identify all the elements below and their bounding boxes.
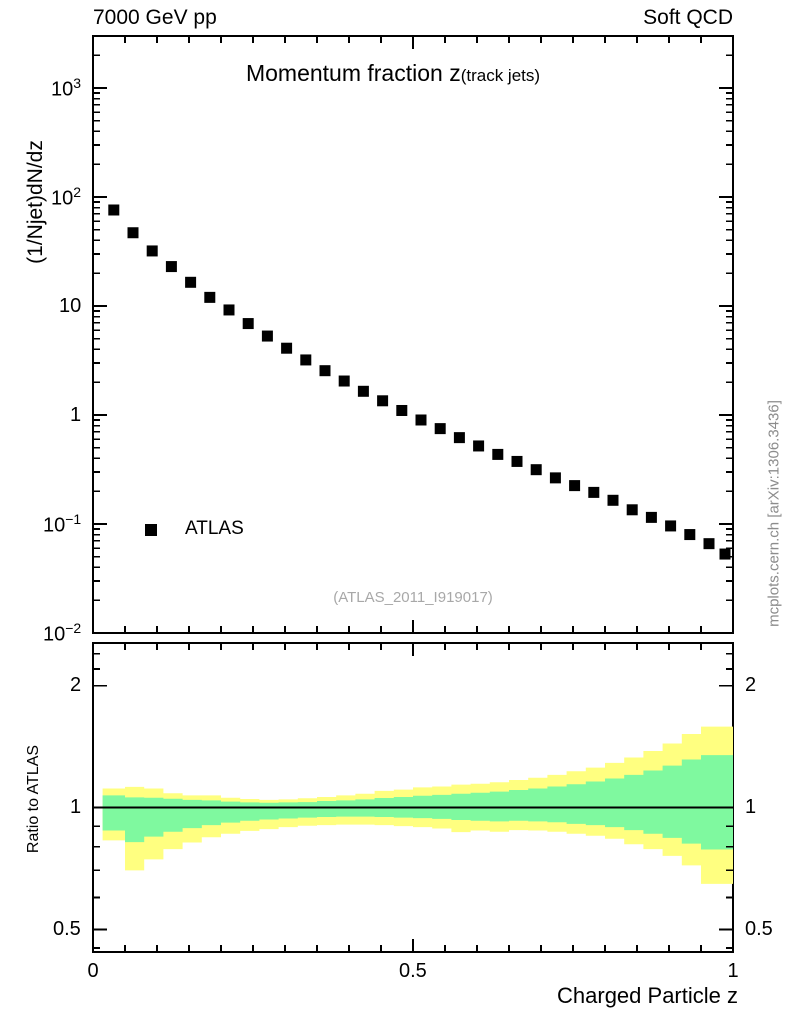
data-point: [377, 395, 389, 407]
y-axis-label-ratio: Ratio to ATLAS: [25, 744, 42, 854]
data-point: [511, 455, 523, 467]
ratio-ytick-label-right-1: 1: [745, 796, 757, 819]
plot-title-sub: (track jets): [460, 66, 541, 85]
x-tick-label-1: 0.5: [399, 960, 427, 982]
page-title: Momentum fraction z(track jets): [0, 60, 786, 87]
data-point: [626, 504, 638, 516]
x-axis-label: Charged Particle z: [557, 983, 738, 1008]
y-axis-label-main: (1/Njet)dN/dz: [24, 140, 47, 264]
data-point: [146, 245, 158, 257]
ratio-ytick-label-right-2: 2: [745, 674, 757, 697]
x-tick-label-0: 0: [87, 960, 99, 982]
data-point: [415, 414, 427, 426]
data-point: [703, 538, 715, 550]
data-point: [453, 432, 465, 444]
data-point: [319, 365, 331, 377]
data-point: [473, 440, 485, 452]
series-atlas: [108, 204, 731, 560]
ratio-ytick-label-right-0: 0.5: [745, 918, 773, 941]
main-ytick-label-2: 1: [70, 403, 82, 426]
header-left: 7000 GeV pp: [93, 6, 217, 29]
main-ytick-label-4: 102: [51, 183, 82, 210]
data-point: [204, 291, 216, 303]
data-point: [665, 520, 677, 532]
x-tick-label-2: 1: [727, 960, 739, 982]
data-point: [434, 423, 446, 435]
header-right: Soft QCD: [643, 6, 733, 29]
data-point: [549, 472, 561, 484]
data-point: [185, 276, 197, 288]
data-point: [165, 261, 177, 273]
data-point: [281, 342, 293, 354]
plot-title-main: Momentum fraction z: [245, 60, 461, 86]
main-ytick-label-1: 10−1: [43, 510, 82, 537]
data-point: [569, 480, 581, 492]
data-point: [684, 529, 696, 541]
data-point: [588, 486, 600, 498]
main-ytick-label-5: 103: [51, 74, 82, 101]
data-point: [719, 548, 731, 560]
ratio-ytick-label-left-2: 2: [70, 674, 82, 697]
data-point: [645, 511, 657, 523]
data-point: [223, 304, 235, 316]
watermark-analysis: (ATLAS_2011_I919017): [333, 589, 493, 606]
main-panel-frame: [92, 35, 734, 634]
data-point: [127, 227, 139, 239]
data-point: [338, 375, 350, 387]
data-point: [492, 448, 504, 460]
data-point: [261, 330, 273, 342]
main-ytick-label-3: 10: [59, 294, 82, 317]
data-point: [530, 464, 542, 476]
data-point: [357, 385, 369, 397]
ratio-ytick-label-left-1: 1: [70, 796, 82, 819]
ratio-inner-band: [102, 755, 734, 850]
data-point: [396, 404, 408, 416]
data-point: [242, 318, 254, 330]
ratio-ytick-label-left-0: 0.5: [53, 918, 81, 941]
data-point: [108, 204, 120, 216]
legend-marker-atlas: [145, 524, 157, 536]
data-point: [607, 494, 619, 506]
data-point: [300, 354, 312, 366]
legend-label-atlas: ATLAS: [185, 518, 244, 539]
main-ytick-label-0: 10−2: [43, 619, 82, 646]
